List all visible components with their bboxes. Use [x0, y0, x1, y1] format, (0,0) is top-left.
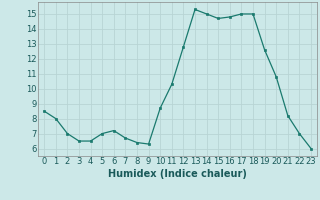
X-axis label: Humidex (Indice chaleur): Humidex (Indice chaleur): [108, 169, 247, 179]
